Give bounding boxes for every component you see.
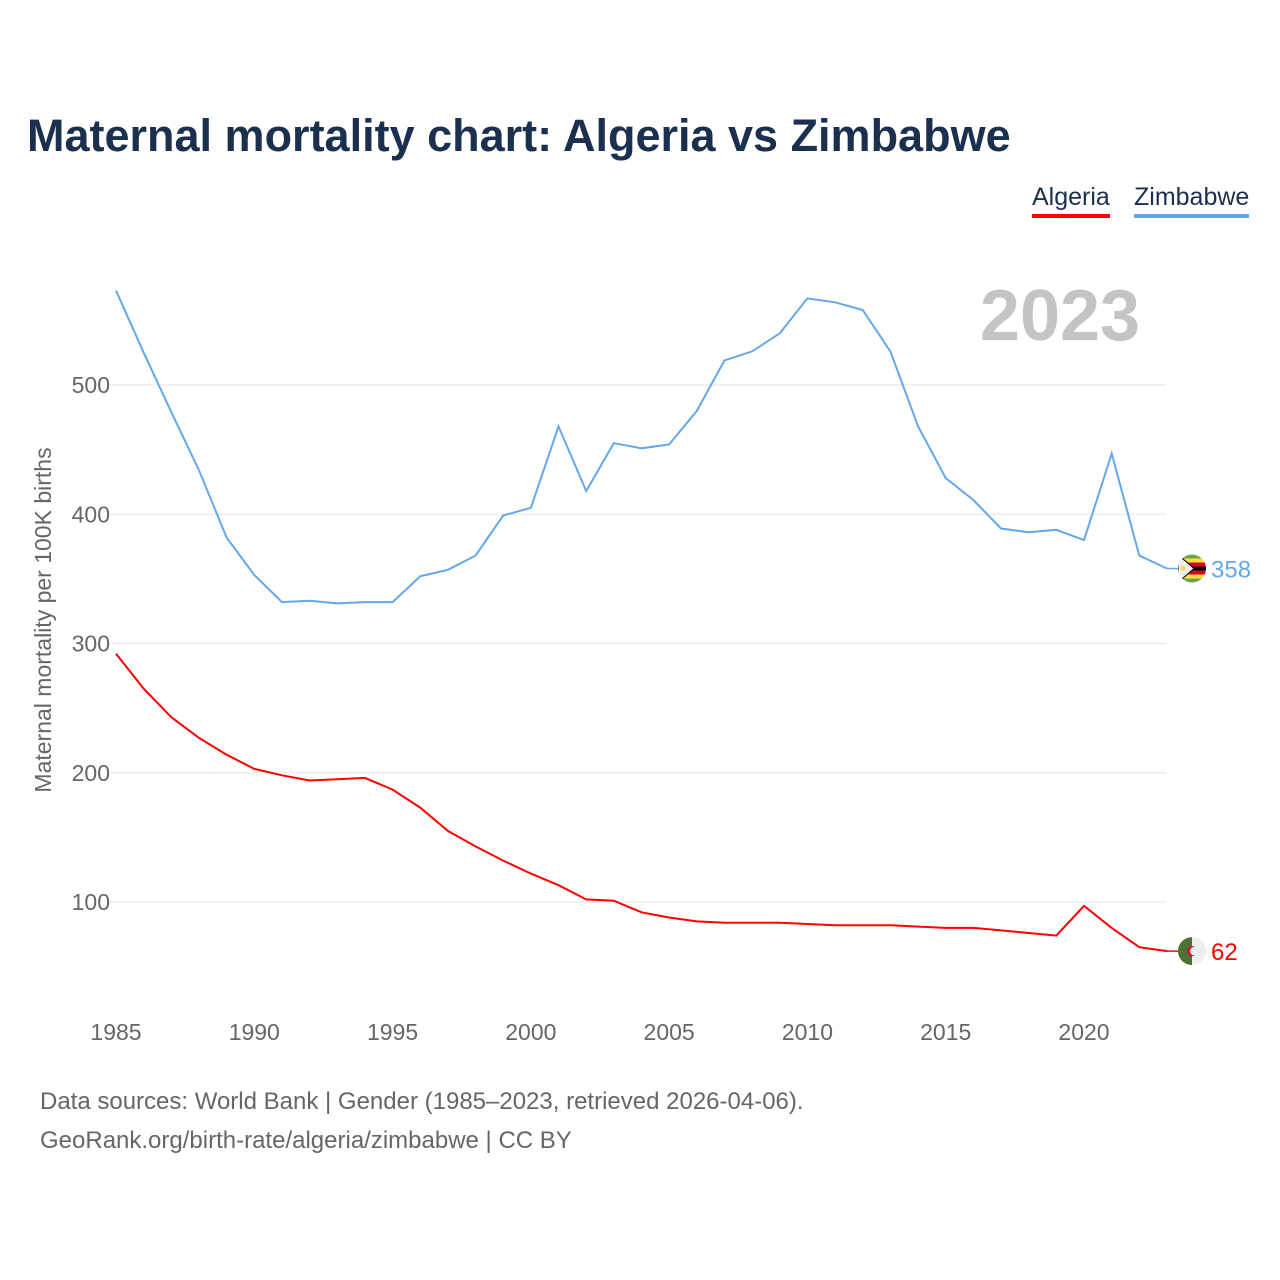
legend-zimbabwe[interactable]: Zimbabwe xyxy=(1134,183,1250,218)
algeria-flag-icon xyxy=(1178,937,1206,966)
chart-title: Maternal mortality chart: Algeria vs Zim… xyxy=(27,110,1011,161)
zimbabwe-flag-icon xyxy=(1178,554,1206,583)
x-tick-label: 2020 xyxy=(1058,1019,1109,1045)
y-tick-label: 300 xyxy=(72,631,110,657)
year-watermark: 2023 xyxy=(980,276,1140,356)
series-line-algeria xyxy=(115,653,1168,953)
y-axis-label: Maternal mortality per 100K births xyxy=(30,447,56,792)
x-tick-label: 2000 xyxy=(505,1019,556,1045)
series-line-zimbabwe xyxy=(115,290,1168,605)
y-tick-label: 400 xyxy=(72,501,110,527)
end-value-label: 62 xyxy=(1211,939,1238,966)
legend-algeria[interactable]: Algeria xyxy=(1032,183,1110,218)
x-tick-label: 2015 xyxy=(920,1019,971,1045)
x-tick-label: 1995 xyxy=(367,1019,418,1045)
x-tick-label: 2010 xyxy=(782,1019,833,1045)
footer-credit: GeoRank.org/birth-rate/algeria/zimbabwe … xyxy=(40,1127,572,1154)
end-value-label: 358 xyxy=(1211,557,1251,584)
y-tick-label: 500 xyxy=(72,372,110,398)
y-tick-label: 200 xyxy=(72,760,110,786)
y-tick-label: 100 xyxy=(72,889,110,915)
footer-sources: Data sources: World Bank | Gender (1985–… xyxy=(40,1088,804,1115)
x-tick-label: 1990 xyxy=(229,1019,280,1045)
x-tick-label: 2005 xyxy=(644,1019,695,1045)
x-tick-label: 1985 xyxy=(90,1019,141,1045)
